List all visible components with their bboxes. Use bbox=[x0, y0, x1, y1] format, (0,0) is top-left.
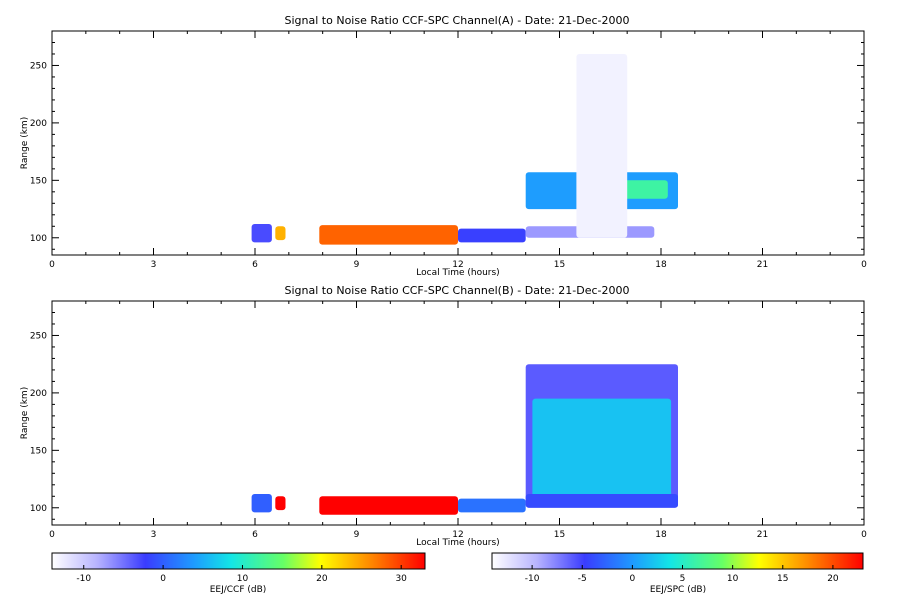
panel-b-title: Signal to Noise Ratio CCF-SPC Channel(B)… bbox=[285, 284, 630, 297]
panel-a-xtick-label: 0 bbox=[49, 260, 55, 270]
panel-a-xtick-label: 9 bbox=[354, 260, 360, 270]
panel-b-ytick-label: 200 bbox=[30, 389, 47, 399]
panel-a-frame bbox=[51, 30, 865, 256]
panel-a-ytick-label: 200 bbox=[30, 119, 47, 129]
panel-a-regions bbox=[251, 54, 678, 245]
panel-a-region-7 bbox=[576, 54, 628, 238]
panel-b-xtick-label: 3 bbox=[151, 530, 157, 540]
colorbar-spc-tick-label: 15 bbox=[777, 574, 788, 584]
panel-b-xtick-label: 9 bbox=[354, 530, 360, 540]
panel-a-region-2 bbox=[319, 225, 458, 245]
colorbar-spc-tick-label: 5 bbox=[680, 574, 686, 584]
panel-a-xtick-label: 15 bbox=[554, 260, 565, 270]
panel-b: Signal to Noise Ratio CCF-SPC Channel(B)… bbox=[20, 284, 867, 548]
panel-a-ytick-label: 100 bbox=[30, 234, 47, 244]
panel-a-region-3 bbox=[458, 228, 526, 243]
panel-b-xtick-label: 12 bbox=[452, 530, 463, 540]
panel-a-ylabel: Range (km) bbox=[20, 117, 30, 169]
colorbar-ccf-tick-label: -10 bbox=[76, 574, 91, 584]
panel-b-yticks: 100 150 200 250 bbox=[30, 311, 864, 520]
panel-b-xtick-label: 21 bbox=[757, 530, 768, 540]
colorbar-ccf-ticks: -10 0 10 20 30 bbox=[76, 565, 407, 584]
panel-b-ytick-label: 150 bbox=[30, 446, 47, 456]
panel-b-xlabel: Local Time (hours) bbox=[416, 538, 499, 548]
colorbar-spc-tick-label: 0 bbox=[630, 574, 636, 584]
panel-b-ylabel: Range (km) bbox=[20, 387, 30, 439]
panel-b-xtick-label: 18 bbox=[655, 530, 667, 540]
colorbar-ccf-tick-label: 30 bbox=[395, 574, 407, 584]
colorbar-ccf-label: EEJ/CCF (dB) bbox=[210, 585, 267, 595]
panel-a-title: Signal to Noise Ratio CCF-SPC Channel(A)… bbox=[285, 14, 630, 27]
panel-b-region-3 bbox=[458, 498, 526, 513]
colorbar-ccf: -10 0 10 20 30 EEJ/CCF (dB) bbox=[51, 552, 426, 595]
panel-a-xlabel: Local Time (hours) bbox=[416, 268, 499, 278]
colorbar-ccf-tick-label: 20 bbox=[316, 574, 328, 584]
colorbar-spc-ticks: -10 -5 0 5 10 15 20 bbox=[525, 565, 839, 584]
colorbar-spc-tick-label: -10 bbox=[525, 574, 540, 584]
colorbar-spc: -10 -5 0 5 10 15 20 EEJ/SPC (dB) bbox=[491, 552, 864, 595]
colorbar-ccf-tick-label: 0 bbox=[160, 574, 166, 584]
panel-a-xtick-label: 3 bbox=[151, 260, 157, 270]
colorbar-ccf-tick-label: 10 bbox=[237, 574, 249, 584]
panel-b-xticks: 0 3 6 9 12 15 18 21 0 bbox=[49, 301, 867, 540]
panel-b-regions bbox=[251, 364, 678, 515]
panel-b-region-6 bbox=[525, 494, 678, 508]
panel-b-frame bbox=[51, 300, 865, 526]
panel-a-ytick-label: 250 bbox=[30, 61, 47, 71]
colorbar-spc-gradient bbox=[491, 552, 864, 570]
panel-b-region-0 bbox=[251, 494, 272, 513]
panel-b-xtick-label: 15 bbox=[554, 530, 565, 540]
panel-a-xtick-label: 21 bbox=[757, 260, 768, 270]
panel-b-xtick-label: 6 bbox=[252, 530, 258, 540]
panel-a-region-0 bbox=[251, 224, 272, 243]
panel-b-ytick-label: 100 bbox=[30, 504, 47, 514]
panel-a-xtick-label: 12 bbox=[452, 260, 463, 270]
panel-b-xtick-label: 0 bbox=[861, 530, 867, 540]
panel-a-ytick-label: 150 bbox=[30, 176, 47, 186]
colorbar-ccf-gradient bbox=[51, 552, 426, 570]
panel-a-yticks: 100 150 200 250 bbox=[30, 41, 864, 250]
colorbar-spc-tick-label: 20 bbox=[827, 574, 839, 584]
panel-b-region-2 bbox=[319, 496, 458, 515]
panel-b-region-5 bbox=[532, 398, 672, 499]
colorbar-spc-label: EEJ/SPC (dB) bbox=[650, 585, 706, 595]
panel-b-xtick-label: 0 bbox=[49, 530, 55, 540]
panel-a-xtick-label: 18 bbox=[655, 260, 667, 270]
panel-a-xtick-label: 6 bbox=[252, 260, 258, 270]
panel-a-region-1 bbox=[275, 226, 286, 241]
panel-a-xticks: 0 3 6 9 12 15 18 21 0 bbox=[49, 31, 867, 270]
panel-a: Signal to Noise Ratio CCF-SPC Channel(A)… bbox=[20, 14, 867, 278]
panel-b-region-1 bbox=[275, 496, 286, 511]
colorbar-spc-tick-label: 10 bbox=[727, 574, 739, 584]
colorbar-spc-tick-label: -5 bbox=[578, 574, 587, 584]
panel-b-ytick-label: 250 bbox=[30, 331, 47, 341]
panel-a-xtick-label: 0 bbox=[861, 260, 867, 270]
